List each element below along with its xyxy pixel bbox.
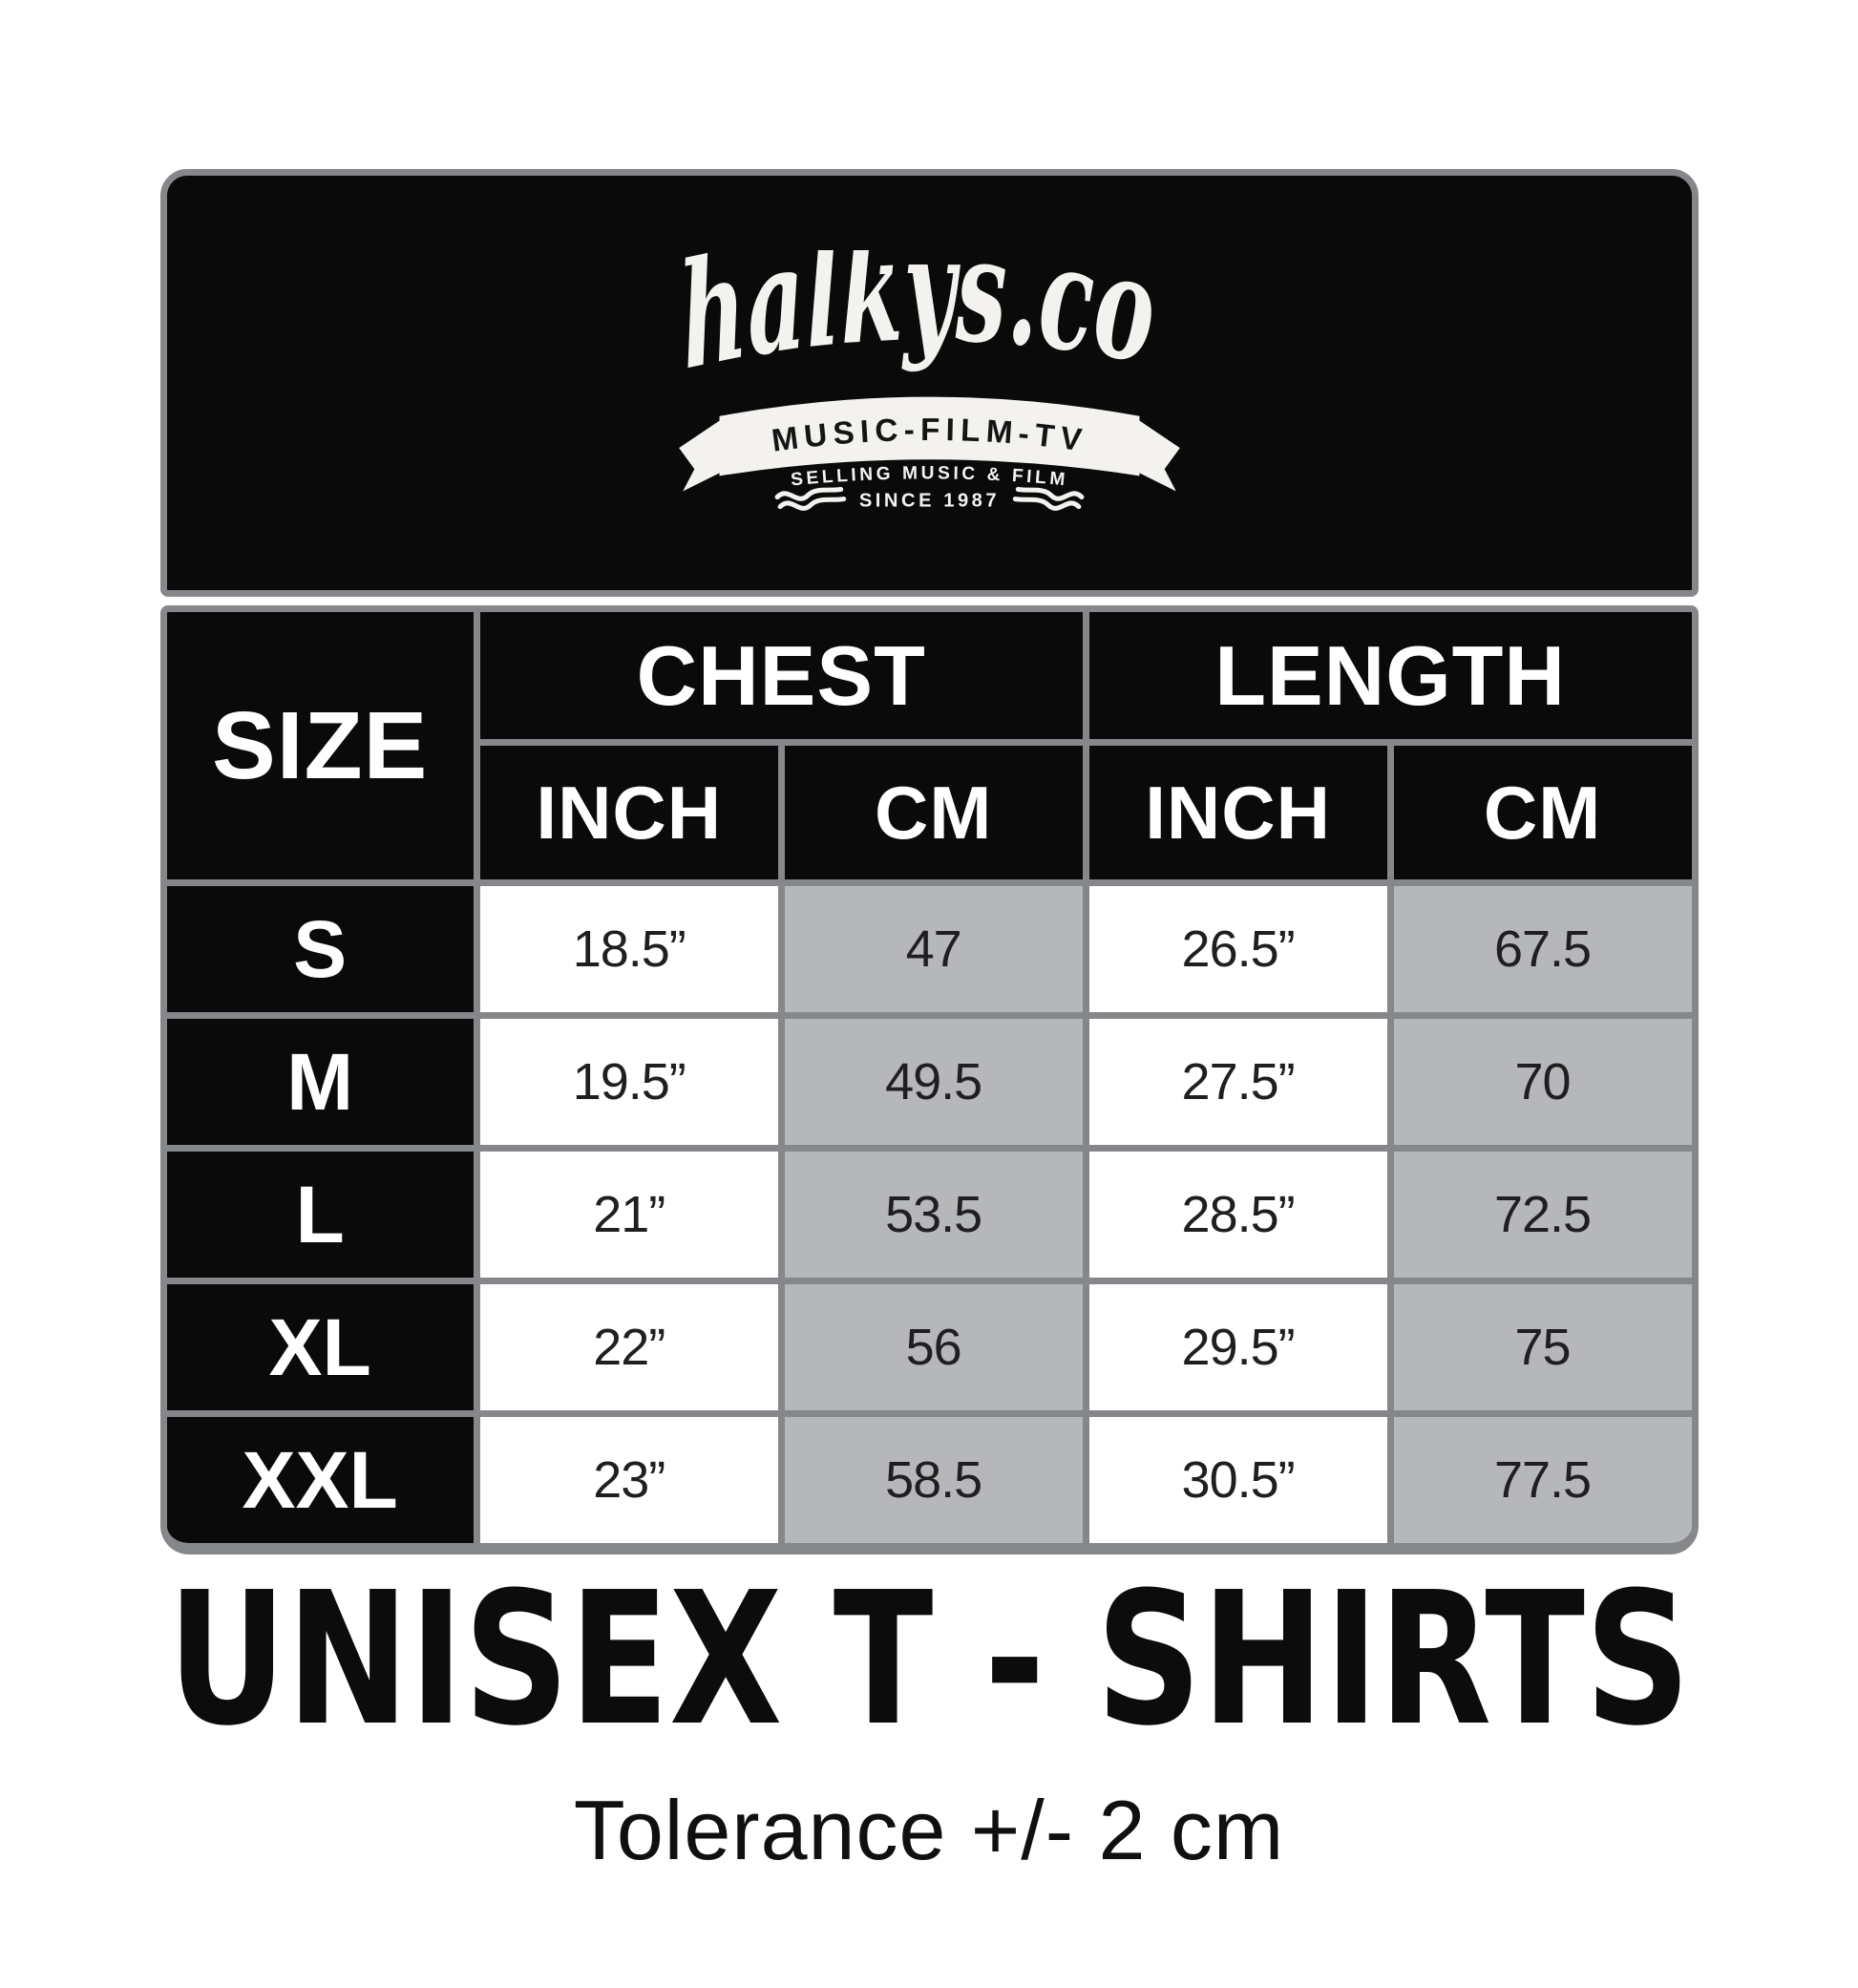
brand-script-text: Chalkys.com (660, 250, 1160, 403)
tolerance-note: Tolerance +/- 2 cm (573, 1783, 1285, 1877)
length-cm-cell: 75 (1393, 1284, 1692, 1410)
chest-inch-cell: 22” (479, 1284, 778, 1410)
flourish-right-icon (1012, 486, 1084, 511)
content-column: Chalkys.com MUSIC-FILM-TV SELLING MUSIC … (159, 0, 1699, 1879)
length-inch-cell: 27.5” (1088, 1019, 1387, 1145)
size-cell: L (166, 1152, 474, 1278)
length-inch-cell: 30.5” (1088, 1417, 1387, 1543)
size-table: SIZE CHEST LENGTH INCH CM INCH CM S 18.5… (159, 605, 1699, 1554)
size-column-header: SIZE (166, 612, 474, 879)
logo-since-text: SINCE 1987 (858, 491, 999, 512)
chest-cm-cell: 47 (784, 886, 1083, 1012)
length-cm-cell: 67.5 (1393, 886, 1692, 1012)
length-inch-header: INCH (1088, 746, 1387, 879)
chest-cm-cell: 56 (784, 1284, 1083, 1410)
size-cell: S (166, 886, 474, 1012)
chest-inch-cell: 23” (479, 1417, 778, 1543)
size-cell: XXL (166, 1417, 474, 1543)
chest-group-header: CHEST (479, 612, 1083, 739)
chalkys-logo: Chalkys.com MUSIC-FILM-TV SELLING MUSIC … (660, 250, 1180, 512)
length-inch-cell: 28.5” (1088, 1152, 1387, 1278)
product-title: UNISEX T - SHIRTS (167, 1579, 1690, 1734)
length-cm-cell: 77.5 (1393, 1417, 1692, 1543)
chest-inch-cell: 18.5” (479, 886, 778, 1012)
chest-inch-header: INCH (479, 746, 778, 879)
product-title-text: UNISEX T - SHIRTS (167, 1579, 1690, 1734)
flourish-left-icon (774, 486, 846, 511)
chest-cm-cell: 53.5 (784, 1152, 1083, 1278)
length-inch-cell: 26.5” (1088, 886, 1387, 1012)
length-cm-cell: 72.5 (1393, 1152, 1692, 1278)
chest-inch-cell: 19.5” (479, 1019, 778, 1145)
logo-subline-text: SELLING MUSIC & FILM (790, 463, 1068, 490)
chest-cm-cell: 49.5 (784, 1019, 1083, 1145)
brand-script-group: Chalkys.com (660, 250, 1160, 403)
chest-cm-header: CM (784, 746, 1083, 879)
length-cm-header: CM (1393, 746, 1692, 879)
chest-cm-cell: 58.5 (784, 1417, 1083, 1543)
ribbon-icon (678, 396, 1180, 492)
size-cell: M (166, 1019, 474, 1145)
length-group-header: LENGTH (1088, 612, 1692, 739)
size-cell: XL (166, 1284, 474, 1410)
length-inch-cell: 29.5” (1088, 1284, 1387, 1410)
brand-banner: Chalkys.com MUSIC-FILM-TV SELLING MUSIC … (159, 169, 1699, 597)
length-cm-cell: 70 (1393, 1019, 1692, 1145)
chest-inch-cell: 21” (479, 1152, 778, 1278)
